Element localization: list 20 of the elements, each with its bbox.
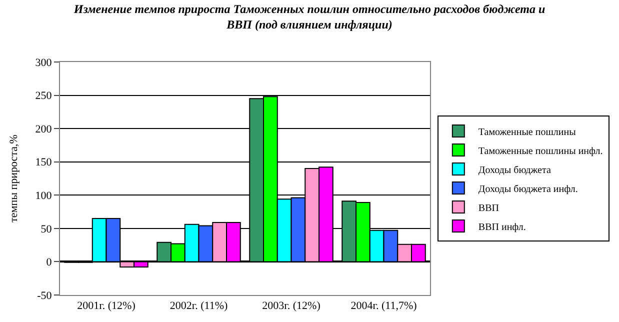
legend-label: Таможенные пошлины — [478, 126, 576, 138]
y-axis-title: темпы прироста,% — [8, 134, 20, 222]
legend-label: Доходы бюджета инфл. — [478, 184, 578, 195]
x-tick-label: 2003г. (12%) — [262, 300, 321, 312]
x-tick-label: 2004г. (11,7%) — [350, 300, 418, 312]
y-tick-label: 0 — [46, 256, 52, 269]
y-tick-label: 200 — [35, 123, 52, 136]
legend-label: Таможенные пошлины инфл. — [478, 146, 603, 157]
y-tick-label: 250 — [35, 90, 52, 102]
y-tick-label: 300 — [35, 56, 52, 69]
chart-title: Изменение темпов прироста Таможенных пошлин относительно расходов бюджета и ВВП (под влиянием инфляции) — [72, 2, 546, 32]
y-tick-label: 50 — [40, 223, 52, 236]
y-tick-label: -50 — [37, 290, 52, 302]
x-tick-label: 2002г. (11%) — [170, 300, 228, 312]
y-tick-label: 150 — [35, 156, 52, 169]
legend-label: ВВП инфл. — [478, 222, 526, 233]
legend-label: Доходы бюджета — [478, 164, 552, 176]
y-tick-label: 100 — [35, 190, 52, 202]
legend-label: ВВП — [478, 202, 499, 214]
x-tick-label: 2001г. (12%) — [77, 300, 136, 312]
